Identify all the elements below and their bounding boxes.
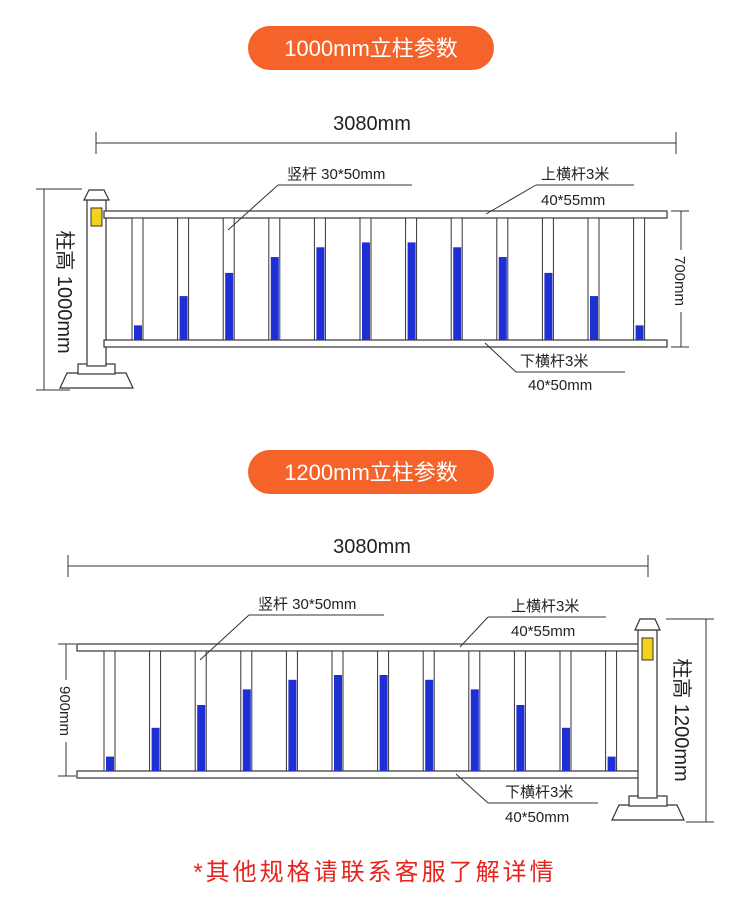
vertical-bars bbox=[103, 650, 618, 772]
vertical-bar-fill bbox=[453, 247, 462, 340]
fence-height-label: 700mm bbox=[671, 256, 688, 306]
vertical-bar bbox=[633, 217, 646, 341]
diagram-title: 1200mm立柱参数 bbox=[284, 460, 458, 485]
vertical-bar-fill bbox=[562, 727, 570, 771]
vertical-bar-label: 竖杆 30*50mm bbox=[287, 166, 385, 183]
vertical-bar bbox=[103, 650, 116, 772]
vertical-bar-fill bbox=[516, 705, 525, 771]
upper-rail bbox=[76, 643, 641, 652]
vertical-bar bbox=[131, 217, 144, 341]
post-height-label: 柱高 1200mm bbox=[670, 658, 693, 781]
fence-height-label-bg bbox=[672, 250, 690, 312]
upper-rail-name: 上横杆3米 bbox=[511, 598, 579, 615]
lower-rail bbox=[76, 770, 641, 779]
vertical-bar-fill bbox=[635, 325, 644, 340]
upper-rail-size: 40*55mm bbox=[511, 623, 575, 640]
lower-rail-size: 40*50mm bbox=[505, 809, 569, 826]
vertical-bar-fill bbox=[134, 325, 142, 340]
vertical-bar-fill bbox=[470, 689, 479, 771]
upper-rail-leader bbox=[485, 184, 537, 215]
lower-rail-name: 下横杆3米 bbox=[520, 353, 588, 370]
title-pill bbox=[248, 26, 494, 70]
vertical-bar-fill bbox=[544, 272, 553, 340]
fence-height-label: 900mm bbox=[56, 686, 73, 736]
vertical-bar-label: 竖杆 30*50mm bbox=[258, 596, 356, 613]
vertical-bars bbox=[131, 217, 646, 341]
vertical-bar-fill bbox=[362, 242, 370, 340]
vertical-bar-fill bbox=[334, 675, 342, 771]
diagram-1000mm: 1000mm立柱参数 3080mm 柱高 1000mm 700mm bbox=[36, 26, 690, 394]
diagram-title: 1000mm立柱参数 bbox=[284, 36, 458, 61]
vertical-bar-fill bbox=[379, 675, 388, 771]
lower-rail-size: 40*50mm bbox=[528, 377, 592, 394]
fence-post bbox=[611, 618, 685, 821]
vertical-bar-fill bbox=[316, 247, 325, 340]
vertical-bar-fill bbox=[288, 679, 297, 771]
reflector-yellow bbox=[641, 637, 654, 661]
total-length-label: 3080mm bbox=[333, 113, 411, 135]
vertical-bar-fill bbox=[225, 272, 234, 340]
vertical-bar-fill bbox=[607, 756, 616, 771]
vertical-bar-fill bbox=[270, 257, 279, 340]
vertical-bar-fill bbox=[498, 257, 507, 340]
vertical-bar-leader bbox=[199, 614, 250, 661]
upper-rail-leader bbox=[459, 616, 489, 648]
lower-rail-leader bbox=[484, 342, 517, 373]
lower-rail-leader bbox=[455, 773, 489, 804]
lower-rail bbox=[103, 339, 668, 348]
diagram-1200mm: 1200mm立柱参数 3080mm 900mm 柱高 1200mm bbox=[56, 450, 714, 826]
vertical-bar-fill bbox=[407, 242, 416, 340]
lower-rail-name: 下横杆3米 bbox=[505, 784, 573, 801]
vertical-bar-fill bbox=[197, 705, 206, 771]
footer-note: *其他规格请联系客服了解详情 bbox=[193, 859, 556, 886]
reflector-yellow bbox=[90, 207, 103, 227]
upper-rail-name: 上横杆3米 bbox=[541, 166, 609, 183]
vertical-bar-fill bbox=[242, 689, 251, 771]
vertical-bar-fill bbox=[151, 727, 160, 771]
vertical-bar-fill bbox=[590, 296, 598, 340]
vertical-bar bbox=[605, 650, 618, 772]
vertical-bar-fill bbox=[179, 296, 188, 340]
post-height-label: 柱高 1000mm bbox=[53, 230, 76, 353]
total-length-label: 3080mm bbox=[333, 536, 411, 558]
upper-rail bbox=[103, 210, 668, 219]
vertical-bar-leader bbox=[227, 184, 279, 231]
vertical-bar-fill bbox=[106, 756, 114, 771]
fence-post bbox=[59, 189, 134, 389]
title-pill bbox=[248, 450, 494, 494]
fence-height-label-bg bbox=[57, 680, 75, 742]
upper-rail-size: 40*55mm bbox=[541, 192, 605, 209]
vertical-bar-fill bbox=[425, 679, 434, 771]
